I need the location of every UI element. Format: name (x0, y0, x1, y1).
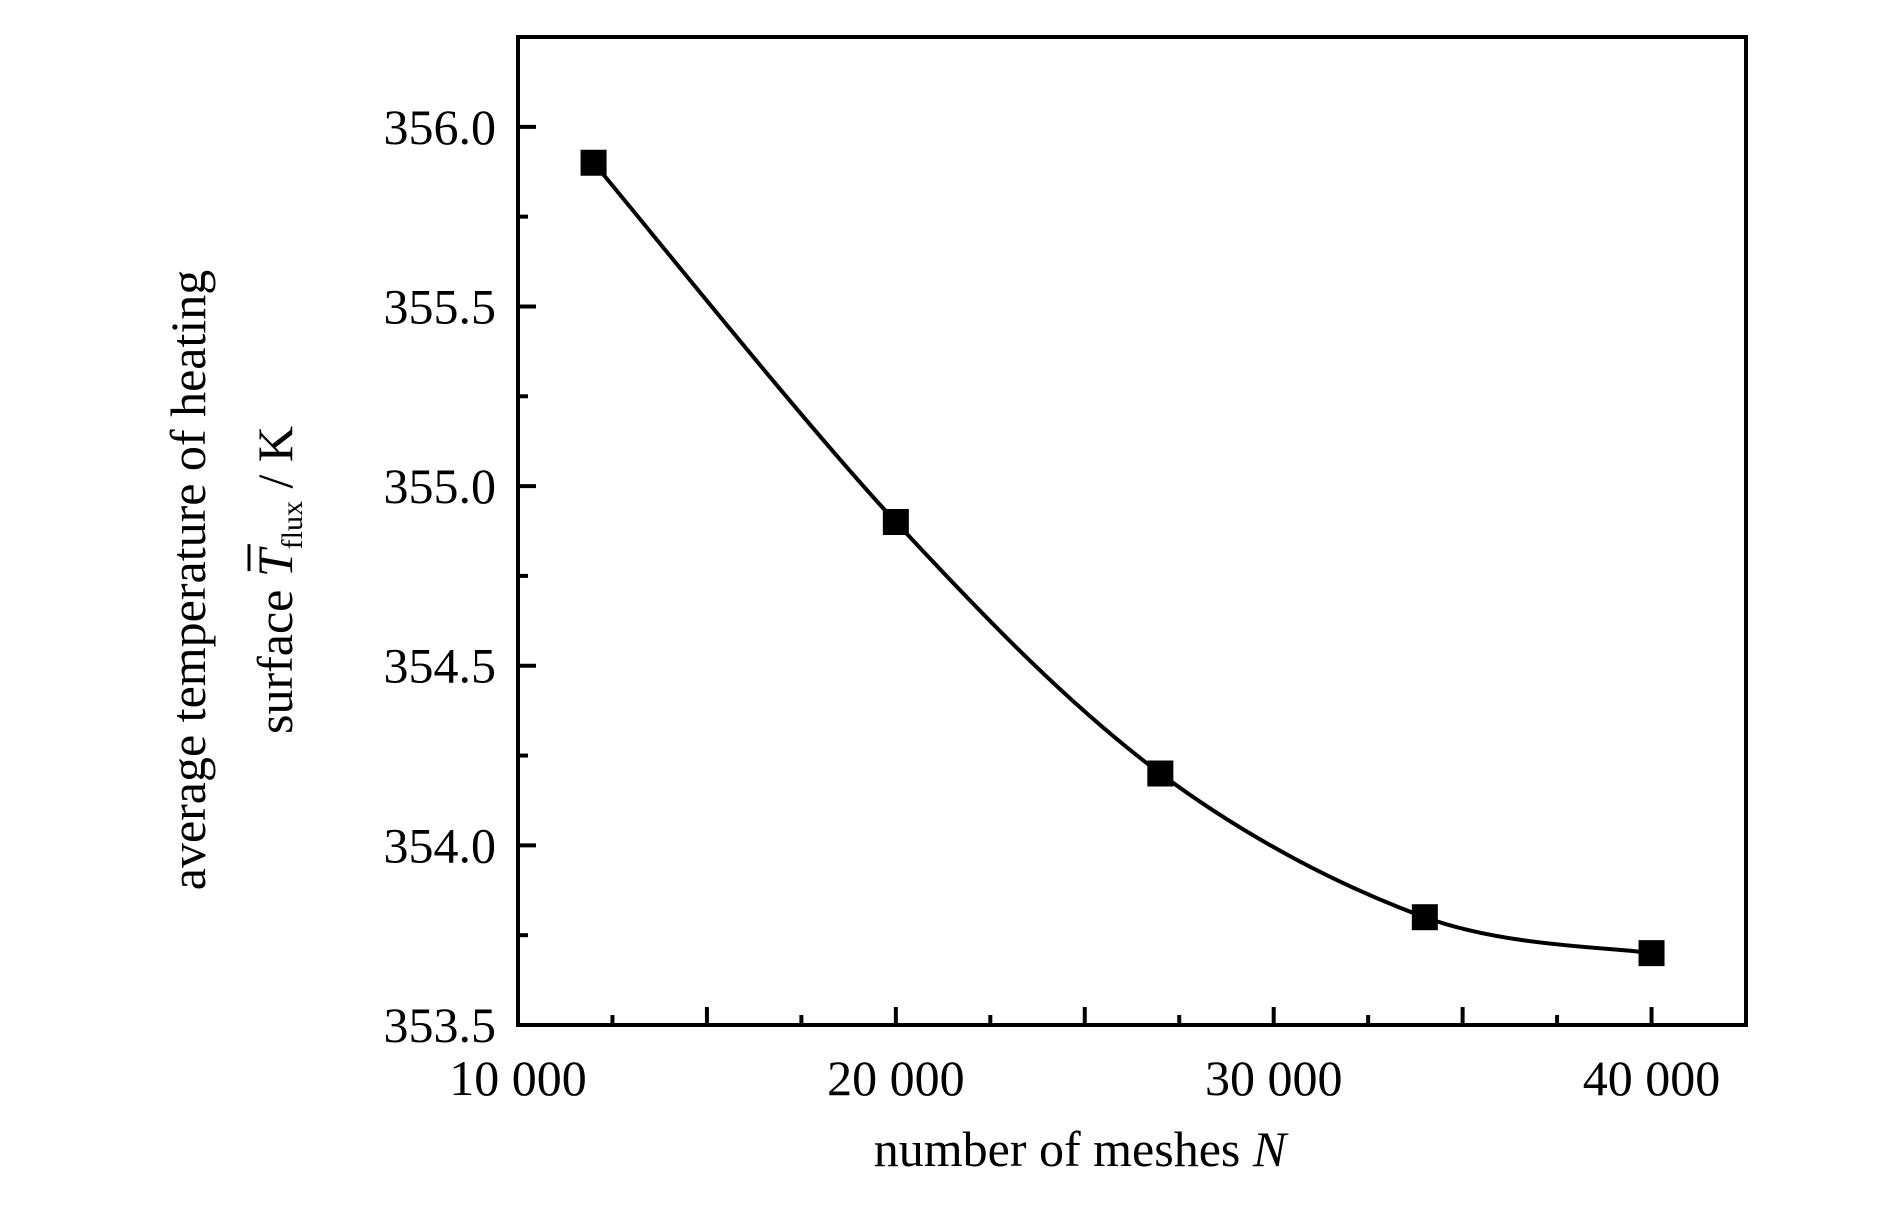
x-axis-tick-labels: 10 000 20 000 30 000 40 000 (449, 1050, 1720, 1106)
x-axis-title: number of meshes N (874, 1121, 1289, 1177)
x-tick-label: 40 000 (1583, 1050, 1721, 1106)
y-axis-ticks (518, 35, 536, 1027)
y-tick-label: 354.0 (384, 817, 497, 873)
x-tick-label: 20 000 (827, 1050, 965, 1106)
y-axis-title: average temperature of heating (160, 270, 216, 890)
y-tick-label: 353.5 (384, 997, 497, 1053)
data-point-marker (1147, 760, 1174, 787)
series-markers (580, 149, 1665, 967)
y-tick-label: 356.0 (384, 99, 497, 155)
y-axis-title-2: surface Tflux / K (247, 426, 309, 734)
x-tick-label: 30 000 (1205, 1050, 1343, 1106)
data-point-marker (882, 509, 909, 536)
x-tick-label: 10 000 (449, 1050, 587, 1106)
y-axis-tick-labels: 353.5 354.0 354.5 355.0 355.5 356.0 (384, 99, 497, 1053)
series-line (592, 161, 1652, 956)
y-axis-title-line1: average temperature of heating (160, 270, 216, 890)
plot-frame (516, 35, 1748, 1027)
data-point-marker (1411, 904, 1438, 931)
data-point-marker (580, 149, 607, 176)
y-tick-label: 355.5 (384, 278, 497, 334)
y-tick-label: 355.0 (384, 458, 497, 514)
x-axis-ticks (516, 1007, 1748, 1025)
y-tick-label: 354.5 (384, 638, 497, 694)
data-point-marker (1638, 940, 1665, 967)
y-axis-title-line2: surface Tflux / K (247, 426, 309, 734)
